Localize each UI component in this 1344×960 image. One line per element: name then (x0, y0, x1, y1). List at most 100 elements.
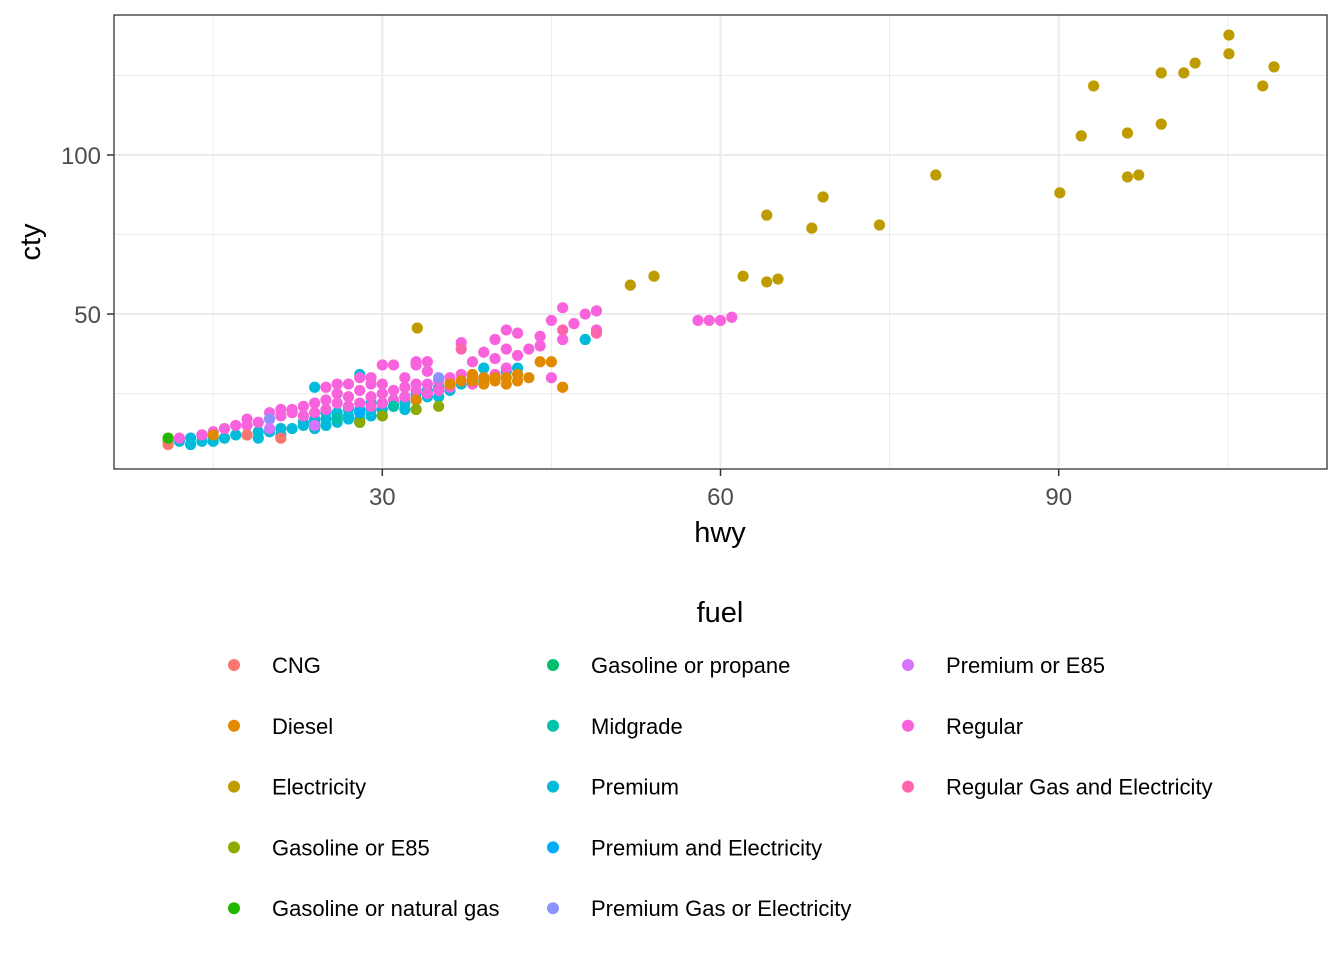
series-electricity (411, 29, 1280, 334)
data-point (557, 381, 569, 393)
legend-item: Premium (547, 775, 679, 800)
data-point (309, 381, 321, 393)
data-point (365, 400, 377, 412)
data-point (511, 349, 524, 362)
data-point (309, 397, 321, 409)
x-tick-label: 90 (1045, 484, 1072, 511)
data-point (478, 346, 490, 358)
legend-label: Gasoline or propane (591, 653, 790, 678)
data-point (241, 429, 253, 441)
data-point (387, 384, 400, 397)
series-gasoline-or-e85 (354, 400, 445, 428)
legend-item: Premium and Electricity (547, 835, 822, 860)
series-gasoline-or-natural-gas (162, 432, 174, 444)
data-point (817, 191, 829, 203)
data-point (410, 378, 422, 390)
data-point (1257, 80, 1269, 92)
data-point (433, 384, 445, 397)
data-point (354, 416, 366, 428)
data-point (297, 410, 309, 422)
data-point (275, 422, 287, 435)
data-point (500, 362, 512, 374)
data-point (1268, 61, 1280, 73)
data-point (399, 391, 411, 403)
legend-key (902, 719, 914, 732)
data-point (624, 279, 636, 291)
legend-key (228, 780, 240, 793)
data-point (568, 318, 580, 330)
data-point (207, 429, 219, 441)
series-premium-and-electricity (354, 407, 366, 419)
data-point (241, 413, 253, 425)
data-point (376, 410, 388, 422)
data-point (309, 407, 321, 419)
data-point (545, 314, 558, 327)
data-point (331, 413, 343, 425)
data-point (455, 375, 467, 387)
data-point (466, 368, 479, 381)
data-point (1121, 127, 1134, 139)
data-point (320, 394, 332, 406)
series-diesel (207, 356, 569, 441)
data-point (421, 387, 433, 400)
data-point (761, 276, 773, 288)
legend-key (547, 780, 559, 793)
data-point (557, 324, 569, 336)
data-point (1155, 118, 1167, 130)
series-regular (173, 302, 738, 444)
data-point (230, 419, 242, 432)
data-point (433, 400, 445, 412)
data-point (761, 209, 773, 221)
legend-label: Midgrade (591, 714, 683, 739)
data-point (523, 372, 535, 384)
grid-major (114, 15, 1327, 469)
data-point (873, 219, 886, 231)
data-point (534, 340, 546, 352)
data-point (703, 314, 715, 327)
legend-item: Regular Gas and Electricity (902, 775, 1213, 800)
x-axis: 30 60 90 (369, 469, 1072, 511)
data-point (230, 429, 242, 441)
data-point (523, 343, 535, 355)
legend-key (547, 719, 559, 732)
legend-key (547, 902, 559, 915)
data-point (1133, 169, 1145, 181)
legend-item: Gasoline or propane (547, 653, 790, 678)
data-point (320, 403, 332, 416)
data-point (275, 432, 287, 444)
legend-label: Premium Gas or Electricity (591, 896, 851, 921)
data-point (534, 356, 546, 368)
data-point (726, 311, 738, 323)
data-point (648, 270, 660, 282)
data-point (387, 400, 400, 412)
data-point (309, 419, 321, 432)
series-regular-gas-and-electricity (455, 324, 603, 355)
data-point (545, 372, 558, 384)
data-point (421, 365, 433, 377)
data-point (478, 362, 490, 374)
data-point (365, 391, 377, 403)
legend-label: Regular Gas and Electricity (946, 775, 1213, 800)
legend-item: Midgrade (547, 714, 683, 739)
data-point (410, 356, 422, 368)
data-point (286, 422, 298, 435)
data-point (692, 314, 704, 327)
data-point (806, 222, 818, 234)
data-point (342, 400, 355, 412)
legend-key (228, 659, 240, 671)
data-points (162, 29, 1280, 451)
data-point (466, 356, 479, 368)
series-midgrade (331, 400, 400, 425)
legend-label: Premium and Electricity (591, 835, 822, 860)
legend: CNG Diesel Electricity Gasoline or E85 Gasol… (228, 653, 1213, 921)
data-point (218, 422, 231, 435)
series-premium-or-e85 (263, 419, 321, 435)
data-point (1088, 80, 1100, 92)
legend-key (902, 780, 914, 793)
data-point (500, 324, 512, 336)
legend-key (228, 719, 240, 732)
data-point (455, 343, 467, 355)
data-point (376, 387, 388, 400)
